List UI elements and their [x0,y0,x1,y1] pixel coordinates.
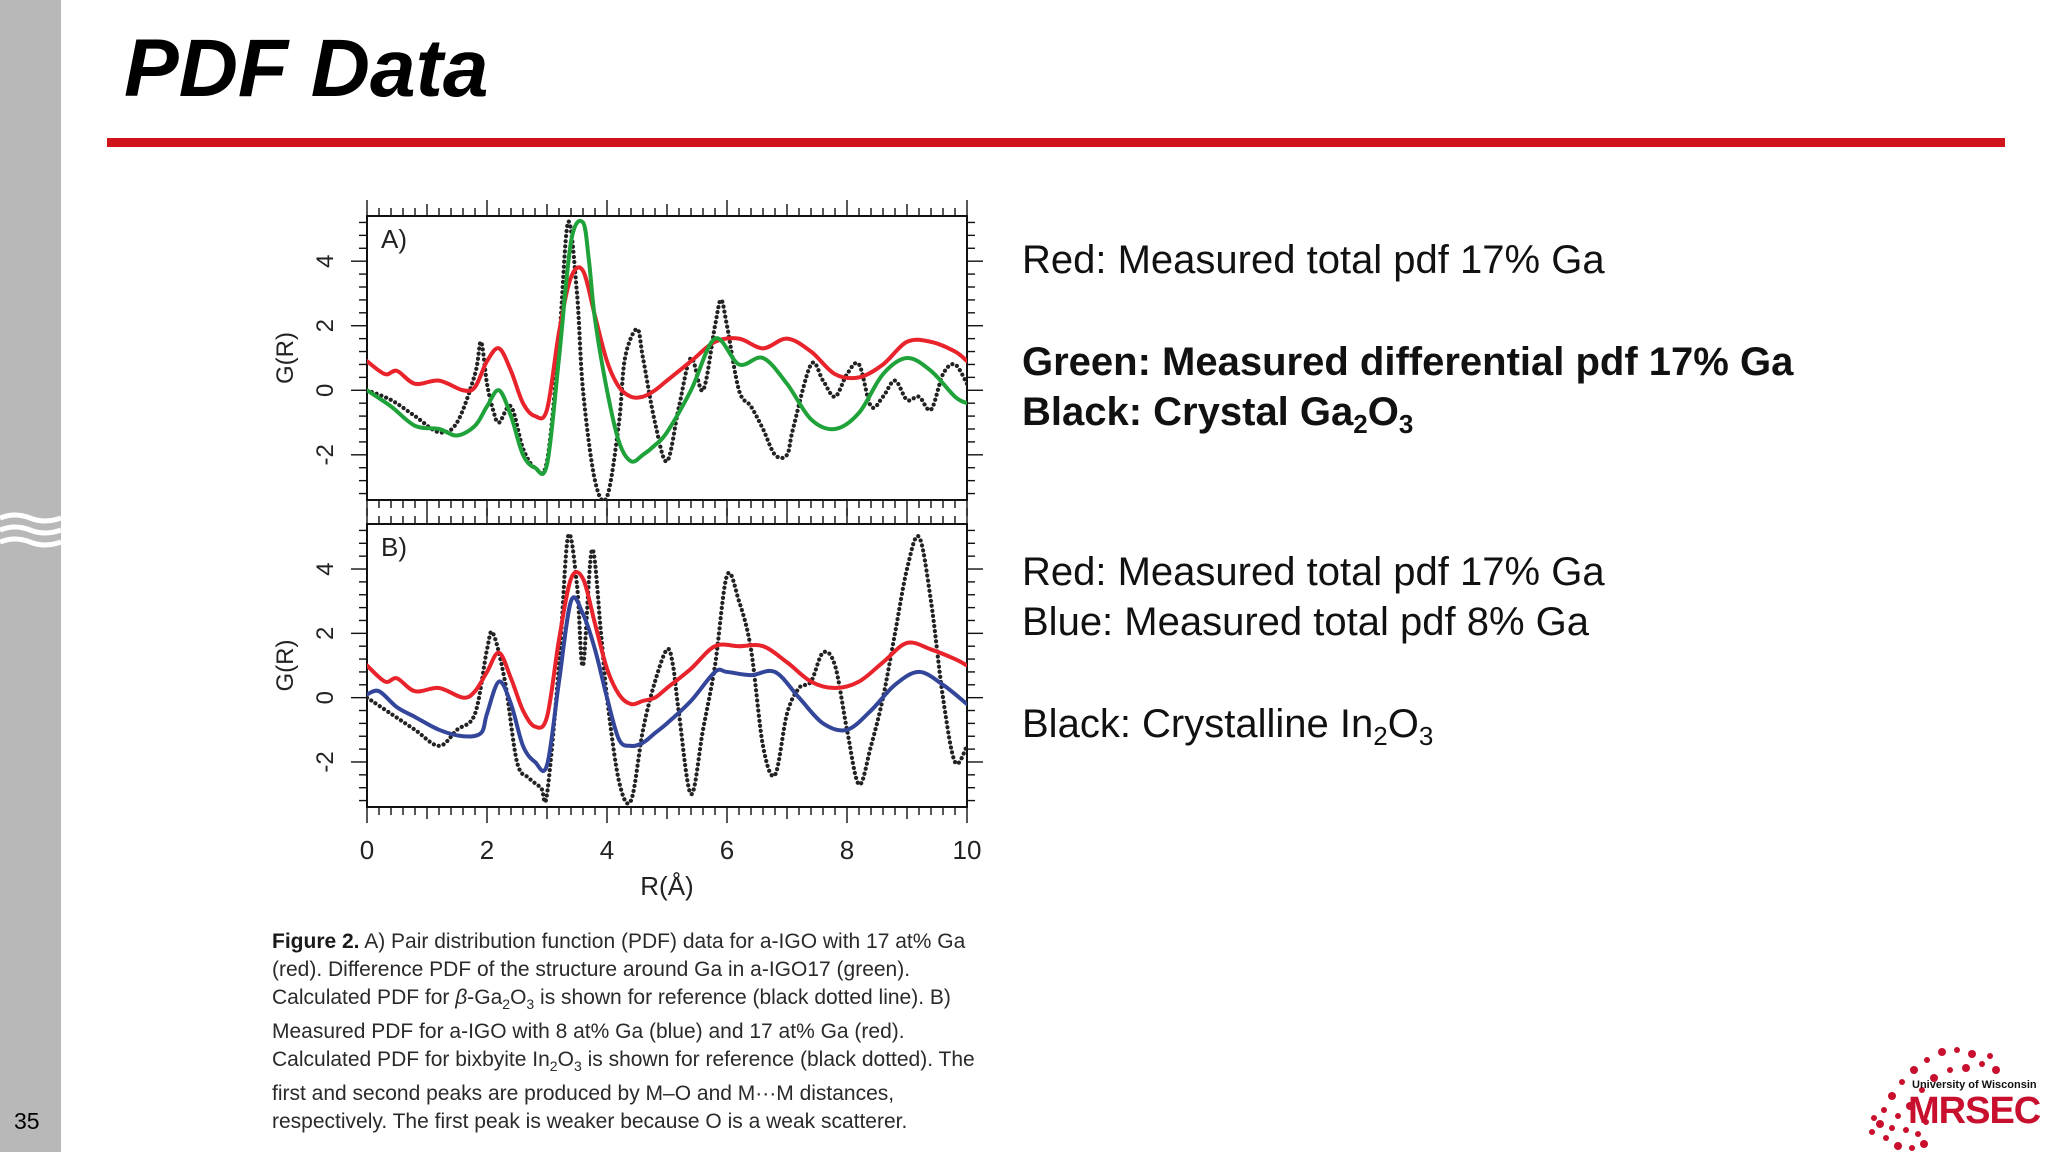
panel-a: -2 0 2 4 G(R) A) [272,200,983,516]
x-tick-label: 0 [360,835,374,865]
title-rule [107,138,2005,147]
y-tick-label: 2 [312,627,339,640]
y-tick-label: 2 [312,319,339,332]
x-tick-label: 10 [953,835,982,865]
y-tick-label: 0 [312,384,339,397]
x-axis-label: R(Å) [640,871,693,901]
y-axis-label: G(R) [272,640,299,692]
series-line-black [367,219,967,500]
side-bar [0,0,61,1152]
caption-text-3: is shown for reference (black dotted lin… [272,986,951,1072]
y-axis-label: G(R) [272,332,299,384]
figure-caption: Figure 2. A) Pair distribution function … [272,930,975,1134]
y-tick-label: -2 [312,751,339,772]
legend-b-blue: Blue: Measured total pdf 8% Ga [1022,600,1589,644]
series-line-red [367,265,967,421]
series-line-red [367,570,967,730]
series-line-blue [367,595,967,773]
slide-title: PDF Data [124,23,489,114]
legend-b-black-text: Black: Crystalline In [1022,702,1374,746]
slide-number: 35 [14,1108,40,1134]
y-tick-label: -2 [312,444,339,465]
series-line-green [367,218,967,476]
mrsec-logo [1862,1040,2048,1152]
legend-a-black-text: Black: Crystal Ga [1022,390,1354,434]
logo-university-text: University of Wisconsin [1912,1079,2037,1091]
legend-a-black: Black: Crystal Ga2O3 [1022,390,1414,439]
caption-text-4: is shown for reference (black dotted). T… [272,1048,975,1134]
legend-b-red: Red: Measured total pdf 17% Ga [1022,550,1605,594]
caption-text-1: A) Pair distribution function (PDF) data… [272,930,966,1009]
panel-label: B) [381,532,407,562]
x-tick-label: 6 [720,835,734,865]
caption-beta: β [455,986,468,1009]
legend-a-green: Green: Measured differential pdf 17% Ga [1022,340,1794,384]
pdf-chart: -2 0 2 4 G(R) A) -2 0 2 4 G(R) B) 0 2 4 6 8 10 R(Å) [272,200,983,901]
series-line-black [367,532,967,806]
y-tick-label: 4 [312,255,339,268]
legend-a-red: Red: Measured total pdf 17% Ga [1022,238,1605,282]
x-tick-label: 8 [840,835,854,865]
panel-b: -2 0 2 4 G(R) B) 0 2 4 6 8 10 R(Å) [272,508,983,901]
x-tick-label: 4 [600,835,614,865]
dot-globe-icon [1869,1047,2000,1151]
caption-label: Figure 2. [272,930,360,953]
caption-text-2: -Ga [467,986,503,1009]
x-tick-label: 2 [480,835,494,865]
logo-mrsec-text: MRSEC [1908,1090,2041,1132]
y-tick-label: 0 [312,691,339,704]
panel-label: A) [381,224,407,254]
wave-decoration-icon [0,512,61,548]
y-tick-label: 4 [312,562,339,575]
legend-b-black: Black: Crystalline In2O3 [1022,702,1434,751]
